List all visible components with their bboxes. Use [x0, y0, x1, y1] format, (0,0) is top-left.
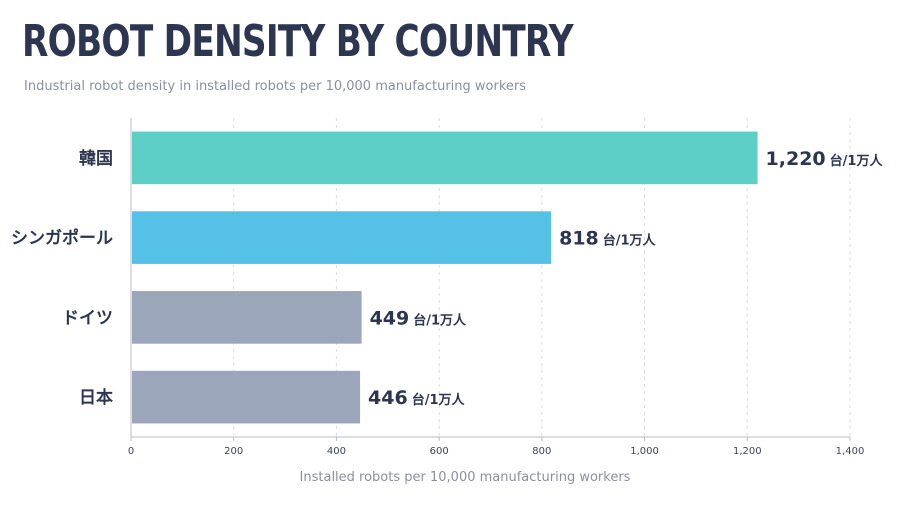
category-label: 日本	[79, 387, 113, 408]
x-tick-label: 800	[532, 446, 551, 457]
x-tick-label: 1,000	[630, 446, 659, 457]
x-tick-label: 600	[430, 446, 449, 457]
x-tick-label: 400	[327, 446, 346, 457]
category-label: 韓国	[79, 148, 113, 169]
bars	[132, 131, 758, 424]
category-label: シンガポール	[11, 228, 113, 249]
value-label: 446 台/1万人	[368, 387, 465, 409]
bar	[132, 291, 362, 344]
x-axis: 0 200 400 600 800 1,000 1,200 1,400	[128, 118, 865, 457]
value-label: 449 台/1万人	[370, 307, 467, 329]
value-labels: 1,220 台/1万人 818 台/1万人 449 台/1万人 446 台/1万人	[368, 148, 883, 409]
category-label: ドイツ	[62, 308, 113, 328]
chart-subtitle: Industrial robot density in installed ro…	[24, 79, 527, 94]
value-label: 1,220 台/1万人	[766, 148, 884, 170]
x-tick-label: 0	[128, 446, 134, 457]
bar	[132, 131, 758, 185]
bar	[132, 211, 552, 264]
x-axis-label: Installed robots per 10,000 manufacturin…	[300, 470, 631, 485]
bar	[132, 370, 361, 424]
chart-title: ROBOT DENSITY BY COUNTRY	[22, 16, 574, 67]
x-tick-label: 1,200	[733, 446, 762, 457]
value-label: 818 台/1万人	[559, 228, 656, 250]
x-tick-label: 1,400	[836, 446, 865, 457]
x-tick-label: 200	[224, 446, 243, 457]
